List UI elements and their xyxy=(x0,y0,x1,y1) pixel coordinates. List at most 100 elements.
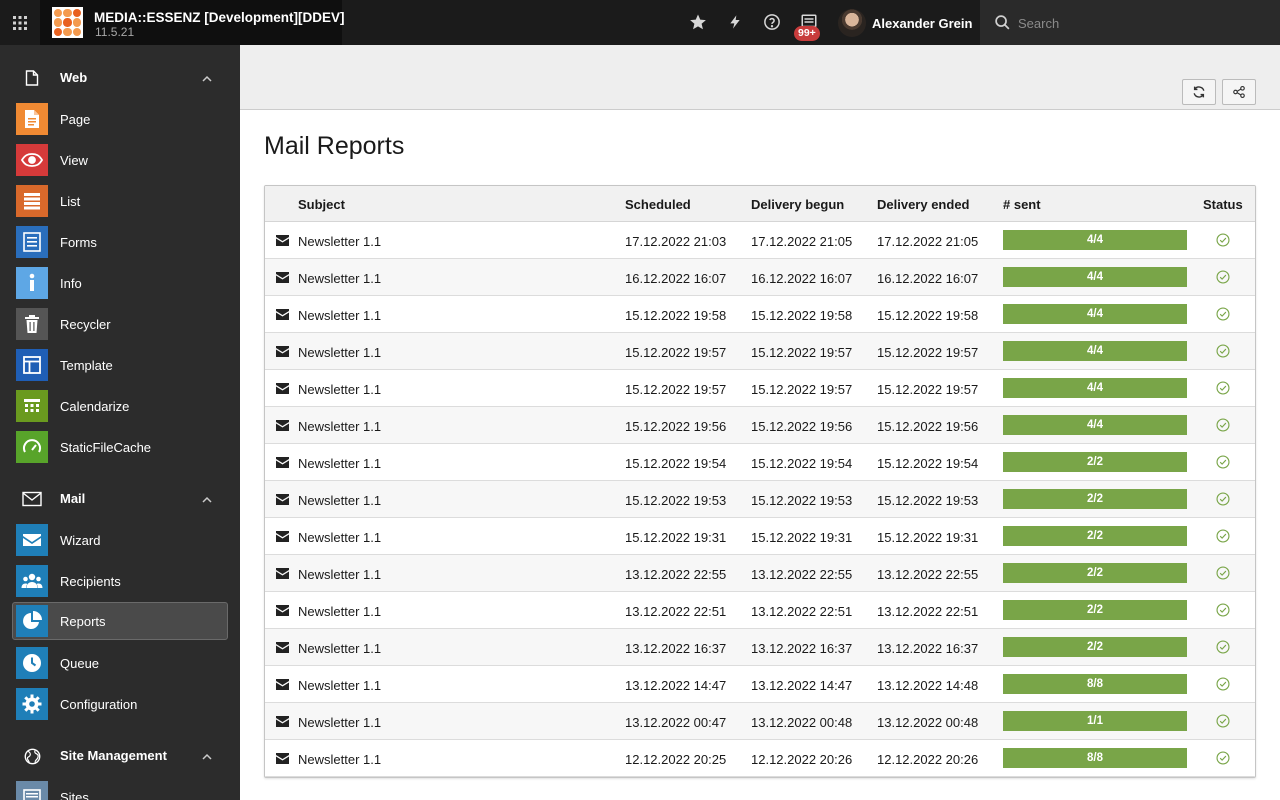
cell-subject[interactable]: Newsletter 1.1 xyxy=(298,493,382,508)
star-icon[interactable] xyxy=(688,12,708,32)
username[interactable]: Alexander Grein xyxy=(872,16,973,31)
table-row[interactable]: Newsletter 1.1 15.12.2022 19:57 15.12.2022… xyxy=(265,370,1255,407)
cell-scheduled: 16.12.2022 16:07 xyxy=(625,271,727,286)
sidebar-item-label: Forms xyxy=(60,235,97,250)
chevron-up-icon[interactable] xyxy=(201,72,213,87)
group-mail[interactable]: Mail xyxy=(0,479,240,519)
group-web[interactable]: Web xyxy=(0,58,240,98)
table-row[interactable]: Newsletter 1.1 15.12.2022 19:54 15.12.2022… xyxy=(265,444,1255,481)
column-header-scheduled[interactable]: Scheduled xyxy=(625,197,691,212)
table-row[interactable]: Newsletter 1.1 15.12.2022 19:31 15.12.2022… xyxy=(265,518,1255,555)
sidebar-item-label: Info xyxy=(60,276,82,291)
cell-scheduled: 17.12.2022 21:03 xyxy=(625,234,727,249)
column-header-status[interactable]: Status xyxy=(1203,197,1243,212)
sent-progress-bar: 4/4 xyxy=(1003,415,1187,435)
cell-subject[interactable]: Newsletter 1.1 xyxy=(298,715,382,730)
cell-delivery-begun: 15.12.2022 19:58 xyxy=(751,308,853,323)
table-row[interactable]: Newsletter 1.1 13.12.2022 16:37 13.12.2022… xyxy=(265,629,1255,666)
cell-subject[interactable]: Newsletter 1.1 xyxy=(298,382,382,397)
table-row[interactable]: Newsletter 1.1 15.12.2022 19:57 15.12.2022… xyxy=(265,333,1255,370)
table-row[interactable]: Newsletter 1.1 13.12.2022 22:55 13.12.2022… xyxy=(265,555,1255,592)
sidebar-item-forms[interactable]: Forms xyxy=(12,223,228,261)
cell-subject[interactable]: Newsletter 1.1 xyxy=(298,752,382,767)
cell-scheduled: 15.12.2022 19:54 xyxy=(625,456,727,471)
column-header-delivery-ended[interactable]: Delivery ended xyxy=(877,197,970,212)
help-icon[interactable] xyxy=(762,12,782,32)
sidebar-item-reports[interactable]: Reports xyxy=(12,602,228,640)
sidebar-item-label: Page xyxy=(60,112,91,127)
sidebar-item-queue[interactable]: Queue xyxy=(12,644,228,682)
check-circle-icon xyxy=(1216,603,1230,620)
column-header-sent[interactable]: # sent xyxy=(1003,197,1041,212)
cell-subject[interactable]: Newsletter 1.1 xyxy=(298,641,382,656)
sidebar-item-page[interactable]: Page xyxy=(12,100,228,138)
chevron-up-icon[interactable] xyxy=(201,493,213,508)
sent-progress-bar: 2/2 xyxy=(1003,526,1187,546)
table-row[interactable]: Newsletter 1.1 13.12.2022 22:51 13.12.2022… xyxy=(265,592,1255,629)
group-site-management[interactable]: Site Management xyxy=(0,736,240,776)
table-row[interactable]: Newsletter 1.1 17.12.2022 21:03 17.12.2022… xyxy=(265,222,1255,259)
table-row[interactable]: Newsletter 1.1 15.12.2022 19:58 15.12.2022… xyxy=(265,296,1255,333)
avatar[interactable] xyxy=(838,9,866,37)
check-circle-icon xyxy=(1216,529,1230,546)
check-circle-icon xyxy=(1216,566,1230,583)
sidebar-item-recycler[interactable]: Recycler xyxy=(12,305,228,343)
chevron-up-icon[interactable] xyxy=(201,750,213,765)
cell-scheduled: 15.12.2022 19:57 xyxy=(625,345,727,360)
reload-button[interactable] xyxy=(1182,79,1216,105)
cell-scheduled: 12.12.2022 20:25 xyxy=(625,752,727,767)
form-icon xyxy=(16,226,48,258)
column-header-subject[interactable]: Subject xyxy=(298,197,345,212)
sidebar-item-sites[interactable]: Sites xyxy=(12,778,228,800)
cell-subject[interactable]: Newsletter 1.1 xyxy=(298,567,382,582)
cell-subject[interactable]: Newsletter 1.1 xyxy=(298,530,382,545)
sidebar-item-info[interactable]: Info xyxy=(12,264,228,302)
sidebar-item-recipients[interactable]: Recipients xyxy=(12,562,228,600)
page-outline-icon xyxy=(22,68,42,88)
table-header: Subject Scheduled Delivery begun Deliver… xyxy=(265,186,1255,222)
cell-delivery-begun: 17.12.2022 21:05 xyxy=(751,234,853,249)
check-circle-icon xyxy=(1216,751,1230,768)
sidebar-item-view[interactable]: View xyxy=(12,141,228,179)
sidebar-item-wizard[interactable]: Wizard xyxy=(12,521,228,559)
envelope-icon xyxy=(276,419,289,434)
sidebar-item-calendarize[interactable]: Calendarize xyxy=(12,387,228,425)
pie-chart-icon xyxy=(16,605,48,637)
cell-subject[interactable]: Newsletter 1.1 xyxy=(298,456,382,471)
group-label-web: Web xyxy=(60,70,88,85)
cell-subject[interactable]: Newsletter 1.1 xyxy=(298,345,382,360)
search-input[interactable] xyxy=(1018,12,1268,34)
sidebar-item-staticfilecache[interactable]: StaticFileCache xyxy=(12,428,228,466)
cell-subject[interactable]: Newsletter 1.1 xyxy=(298,419,382,434)
cell-delivery-begun: 13.12.2022 16:37 xyxy=(751,641,853,656)
sidebar-item-configuration[interactable]: Configuration xyxy=(12,685,228,723)
sidebar-item-label: Queue xyxy=(60,656,100,671)
cell-scheduled: 15.12.2022 19:57 xyxy=(625,382,727,397)
cell-subject[interactable]: Newsletter 1.1 xyxy=(298,271,382,286)
lightning-icon[interactable] xyxy=(725,12,745,32)
notification-badge[interactable]: 99+ xyxy=(794,26,820,41)
sidebar-item-label: Calendarize xyxy=(60,399,130,414)
template-icon xyxy=(16,349,48,381)
cell-delivery-ended: 15.12.2022 19:53 xyxy=(877,493,979,508)
column-header-delivery-begun[interactable]: Delivery begun xyxy=(751,197,845,212)
cell-subject[interactable]: Newsletter 1.1 xyxy=(298,604,382,619)
table-row[interactable]: Newsletter 1.1 15.12.2022 19:56 15.12.2022… xyxy=(265,407,1255,444)
cell-subject[interactable]: Newsletter 1.1 xyxy=(298,308,382,323)
cell-subject[interactable]: Newsletter 1.1 xyxy=(298,234,382,249)
cell-subject[interactable]: Newsletter 1.1 xyxy=(298,678,382,693)
clock-icon xyxy=(16,647,48,679)
sidebar-item-list[interactable]: List xyxy=(12,182,228,220)
sidebar-item-label: Configuration xyxy=(60,697,138,712)
share-button[interactable] xyxy=(1222,79,1256,105)
table-row[interactable]: Newsletter 1.1 13.12.2022 14:47 13.12.2022… xyxy=(265,666,1255,703)
table-row[interactable]: Newsletter 1.1 12.12.2022 20:25 12.12.2022… xyxy=(265,740,1255,777)
table-row[interactable]: Newsletter 1.1 15.12.2022 19:53 15.12.2022… xyxy=(265,481,1255,518)
table-row[interactable]: Newsletter 1.1 13.12.2022 00:47 13.12.2022… xyxy=(265,703,1255,740)
envelope-icon xyxy=(276,271,289,286)
sidebar-item-template[interactable]: Template xyxy=(12,346,228,384)
sent-progress-bar: 4/4 xyxy=(1003,230,1187,250)
app-grid-icon[interactable] xyxy=(0,0,40,45)
site-identity[interactable]: MEDIA::ESSENZ [Development][DDEV] 11.5.2… xyxy=(40,0,345,45)
table-row[interactable]: Newsletter 1.1 16.12.2022 16:07 16.12.2022… xyxy=(265,259,1255,296)
